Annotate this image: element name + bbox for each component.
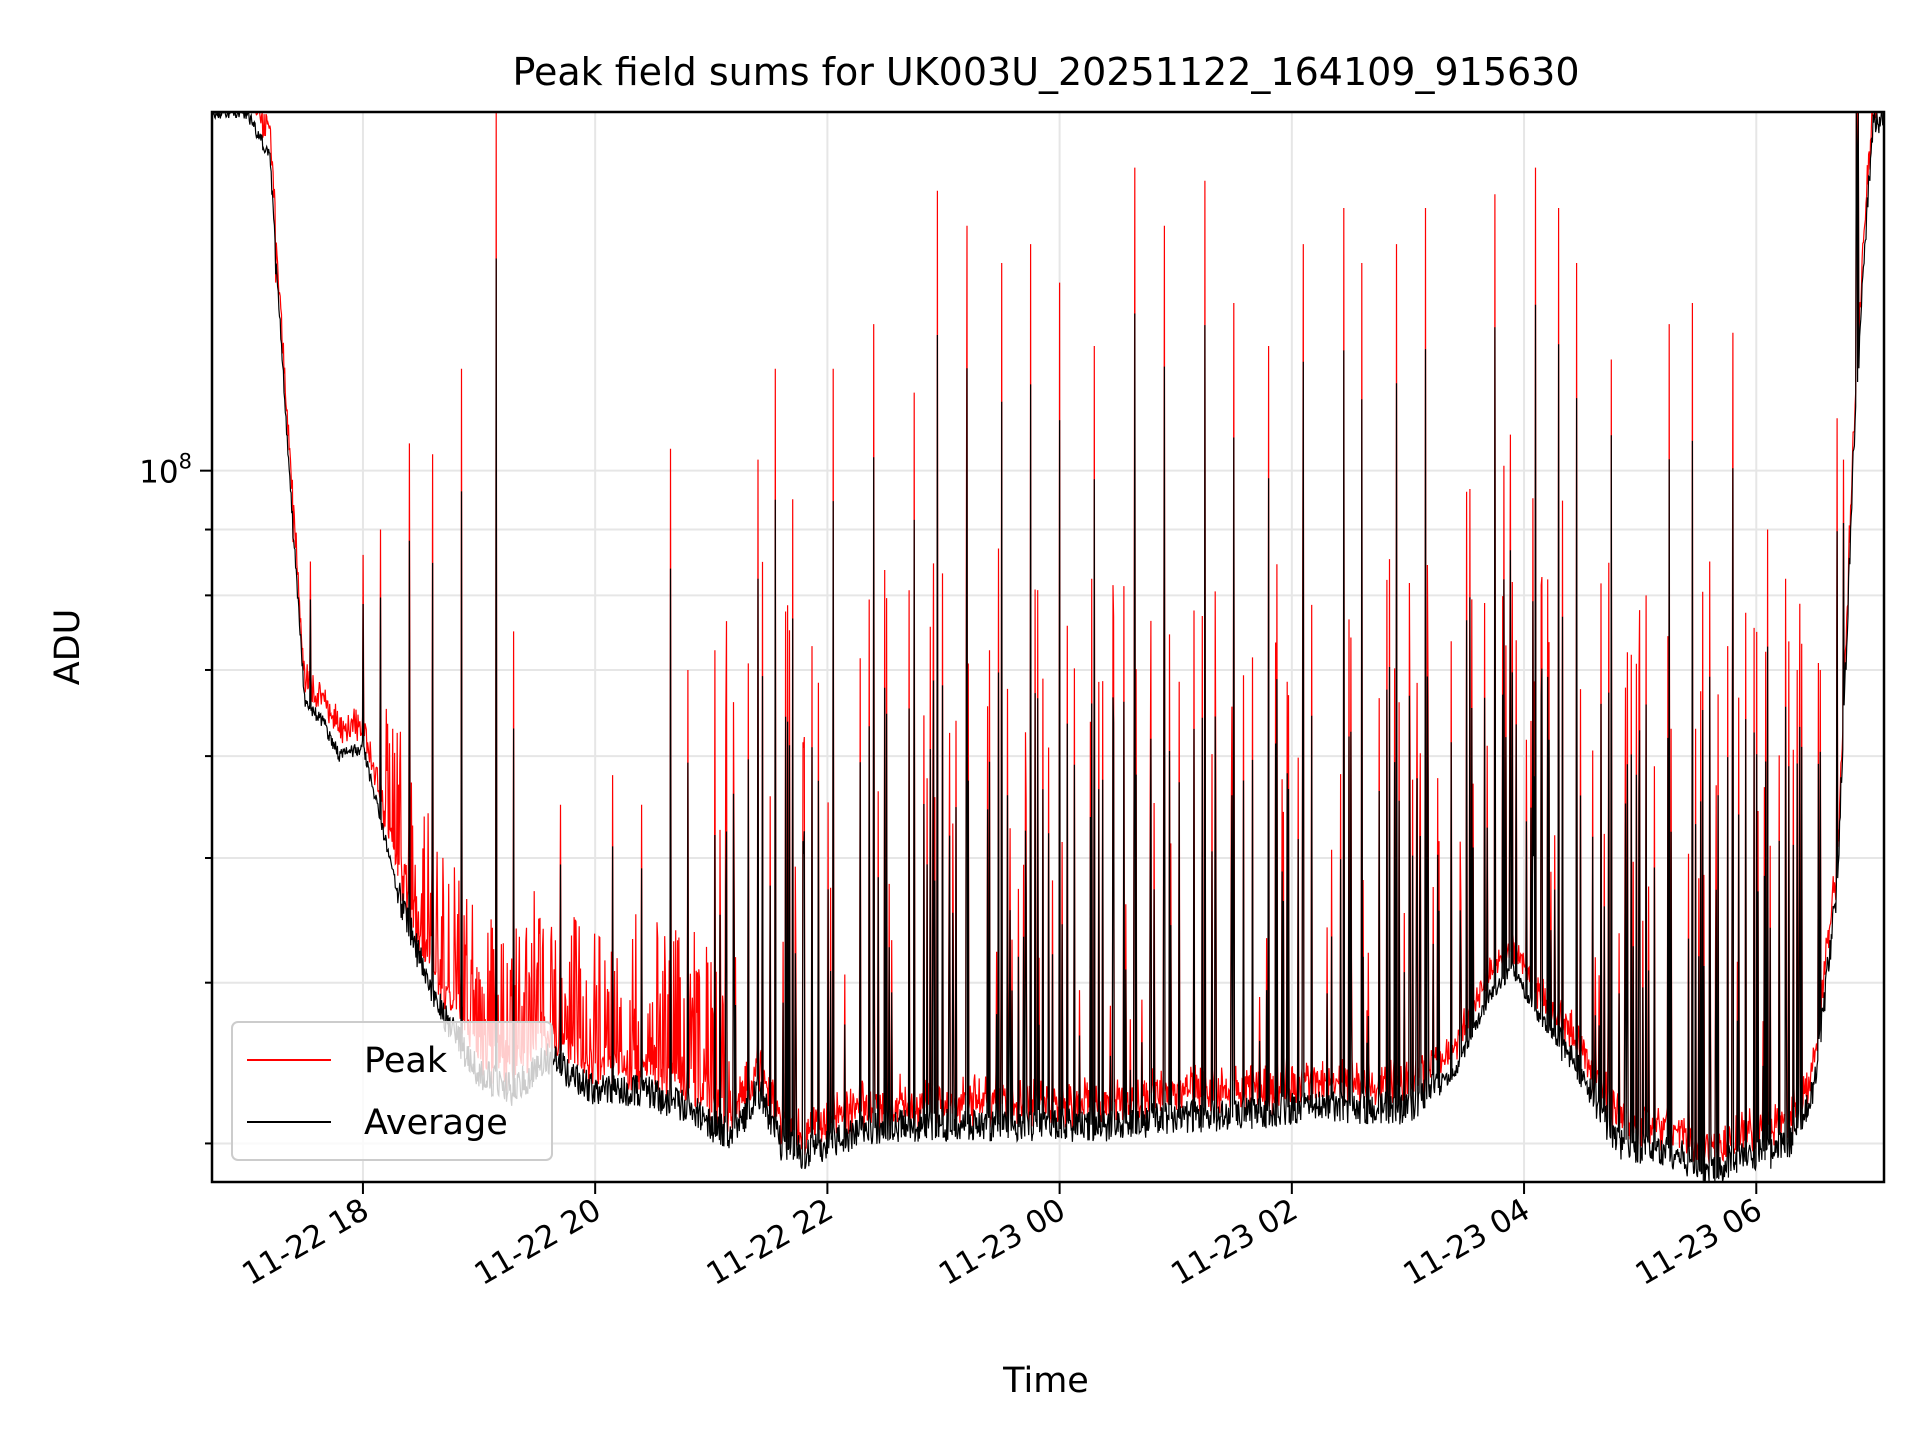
legend-box bbox=[231, 1021, 553, 1161]
plot-frame bbox=[210, 110, 1886, 1184]
legend: Peak Average bbox=[231, 1021, 553, 1161]
y-axis-label: ADU bbox=[48, 609, 88, 686]
legend-peak-label: Peak bbox=[364, 1041, 448, 1081]
y-tick-label: 108 bbox=[139, 450, 192, 491]
x-axis-label: Time bbox=[1002, 1361, 1089, 1401]
y-axis-ticks: 108 bbox=[139, 450, 212, 1145]
chart-title: Peak field sums for UK003U_20251122_1641… bbox=[512, 50, 1579, 94]
legend-average-label: Average bbox=[364, 1103, 508, 1143]
